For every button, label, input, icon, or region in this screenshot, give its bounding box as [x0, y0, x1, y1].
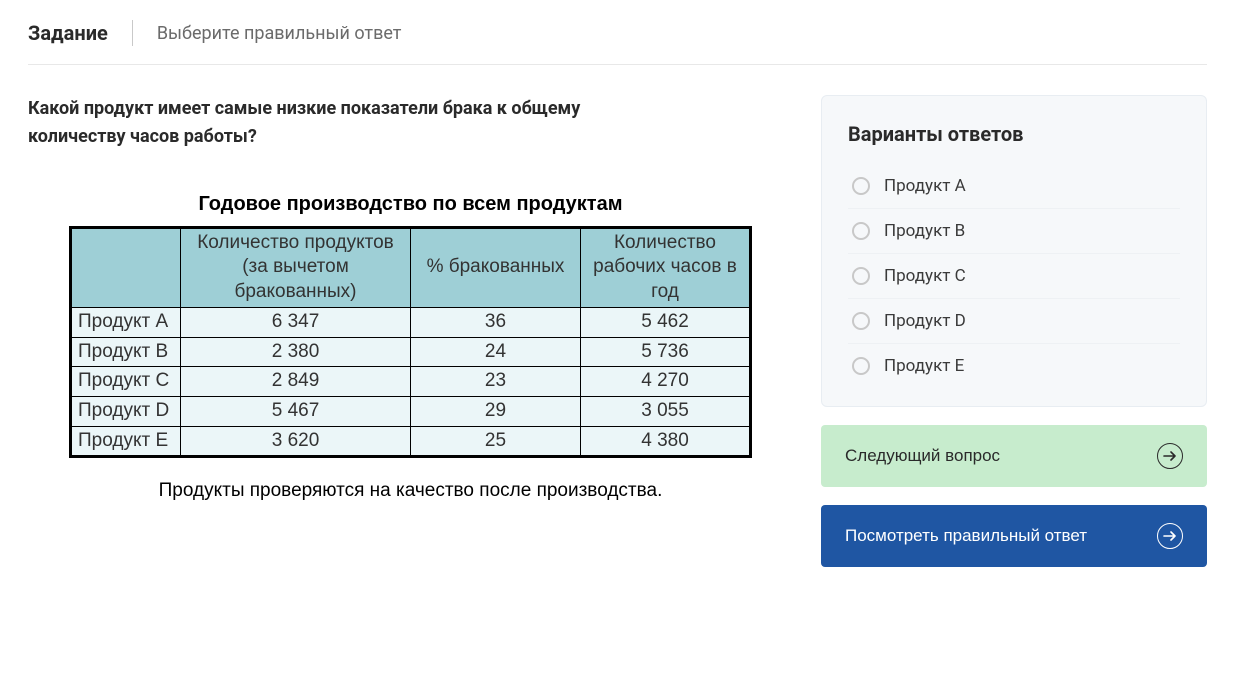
row-defect: 25: [411, 426, 581, 457]
row-defect: 23: [411, 367, 581, 397]
next-question-button[interactable]: Следующий вопрос: [821, 425, 1207, 487]
answers-card: Варианты ответов Продукт A Продукт B Про…: [821, 95, 1207, 407]
row-qty: 6 347: [181, 307, 411, 337]
row-hours: 5 736: [581, 337, 751, 367]
table-header-defect: % бракованных: [411, 227, 581, 307]
row-hours: 4 380: [581, 426, 751, 457]
radio-icon: [852, 357, 870, 375]
header-divider: [132, 20, 133, 46]
row-qty: 3 620: [181, 426, 411, 457]
table-title: Годовое производство по всем продуктам: [28, 193, 793, 216]
table-header-empty: [71, 227, 181, 307]
answer-option-b[interactable]: Продукт B: [848, 209, 1180, 254]
row-defect: 29: [411, 396, 581, 426]
table-row: Продукт A 6 347 36 5 462: [71, 307, 751, 337]
table-header-qty: Количество продуктов (за вычетом бракова…: [181, 227, 411, 307]
production-table: Количество продуктов (за вычетом бракова…: [69, 226, 752, 459]
row-qty: 2 849: [181, 367, 411, 397]
row-qty: 2 380: [181, 337, 411, 367]
header: Задание Выберите правильный ответ: [28, 20, 1207, 65]
row-label: Продукт A: [71, 307, 181, 337]
radio-icon: [852, 312, 870, 330]
content: Какой продукт имеет самые низкие показат…: [28, 95, 1207, 567]
row-hours: 3 055: [581, 396, 751, 426]
answer-option-d[interactable]: Продукт D: [848, 299, 1180, 344]
row-label: Продукт C: [71, 367, 181, 397]
question-text: Какой продукт имеет самые низкие показат…: [28, 95, 668, 151]
row-defect: 24: [411, 337, 581, 367]
row-hours: 5 462: [581, 307, 751, 337]
row-defect: 36: [411, 307, 581, 337]
option-label: Продукт A: [884, 176, 966, 196]
table-footnote: Продукты проверяются на качество после п…: [28, 480, 793, 502]
row-label: Продукт D: [71, 396, 181, 426]
table-header-hours: Количество рабочих часов в год: [581, 227, 751, 307]
table-row: Продукт C 2 849 23 4 270: [71, 367, 751, 397]
option-label: Продукт C: [884, 266, 966, 286]
table-row: Продукт E 3 620 25 4 380: [71, 426, 751, 457]
next-button-label: Следующий вопрос: [845, 446, 1000, 466]
row-label: Продукт E: [71, 426, 181, 457]
page-title: Задание: [28, 21, 108, 45]
radio-icon: [852, 222, 870, 240]
show-answer-button[interactable]: Посмотреть правильный ответ: [821, 505, 1207, 567]
answers-title: Варианты ответов: [848, 122, 1180, 146]
option-label: Продукт B: [884, 221, 965, 241]
show-answer-label: Посмотреть правильный ответ: [845, 526, 1087, 546]
answer-option-c[interactable]: Продукт C: [848, 254, 1180, 299]
row-qty: 5 467: [181, 396, 411, 426]
table-row: Продукт D 5 467 29 3 055: [71, 396, 751, 426]
table-row: Продукт B 2 380 24 5 736: [71, 337, 751, 367]
arrow-right-icon: [1157, 523, 1183, 549]
page-subtitle: Выберите правильный ответ: [157, 23, 402, 44]
radio-icon: [852, 177, 870, 195]
row-hours: 4 270: [581, 367, 751, 397]
answers-panel: Варианты ответов Продукт A Продукт B Про…: [821, 95, 1207, 567]
question-panel: Какой продукт имеет самые низкие показат…: [28, 95, 793, 567]
answer-option-a[interactable]: Продукт A: [848, 164, 1180, 209]
answer-option-e[interactable]: Продукт E: [848, 344, 1180, 388]
arrow-right-icon: [1157, 443, 1183, 469]
option-label: Продукт E: [884, 356, 964, 376]
radio-icon: [852, 267, 870, 285]
row-label: Продукт B: [71, 337, 181, 367]
option-label: Продукт D: [884, 311, 966, 331]
